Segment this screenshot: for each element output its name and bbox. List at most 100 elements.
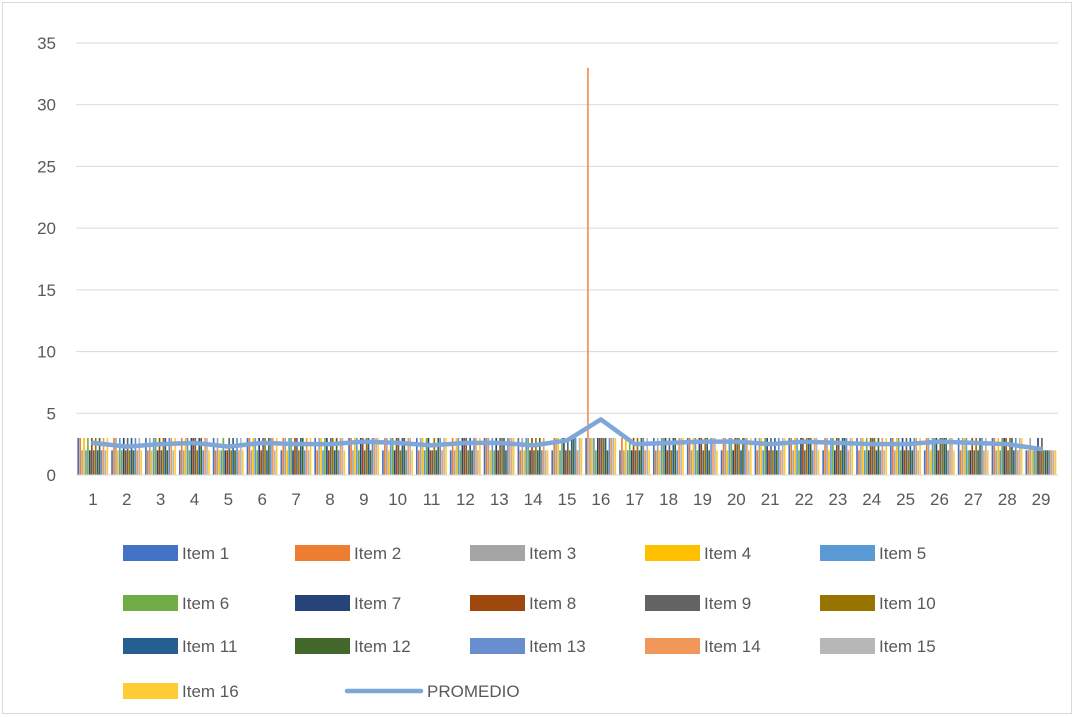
legend-swatch-item-13 [470,638,525,654]
bar-item-9-cat-18 [668,437,671,475]
bar-item-12-cat-15 [572,437,575,475]
bar-item-2-cat-16 [587,67,589,475]
bar-item-2-cat-23 [824,437,826,475]
bar-item-11-cat-29 [1044,450,1047,475]
bar-item-10-cat-9 [365,437,368,475]
bar-item-8-cat-18 [666,450,669,475]
bar-item-5-cat-24 [863,450,866,475]
bar-item-12-cat-10 [403,437,406,475]
legend-swatch-item-4 [645,545,700,561]
bar-item-6-cat-16 [595,450,597,475]
bar-item-16-cat-28 [1020,437,1023,475]
bar-item-15-cat-19 [714,437,716,475]
legend-label-item-14: Item 14 [704,637,761,656]
bar-item-9-cat-5 [228,437,231,475]
bar-item-3-cat-19 [690,450,693,475]
legend: Item 1 Item 2 Item 3 Item 4 Item 5 Item 6 Item… [123,544,936,701]
bar-item-6-cat-19 [696,450,699,475]
bar-item-11-cat-6 [266,450,268,475]
bar-item-15-cat-28 [1018,437,1021,475]
legend-swatch-item-3 [470,545,525,561]
bar-item-16-cat-25 [919,437,921,475]
x-tick-label: 14 [524,490,543,509]
bar-item-13-cat-2 [134,437,137,475]
bar-item-13-cat-24 [879,450,882,475]
bar-item-11-cat-11 [435,450,438,475]
bar-item-3-cat-24 [860,437,862,475]
bar-item-4-cat-29 [1031,450,1033,475]
bar-item-6-cat-9 [357,450,360,475]
bar-item-8-cat-17 [632,437,635,475]
x-tick-label: 8 [325,490,334,509]
bar-item-12-cat-21 [776,450,778,475]
bar-item-14-cat-5 [238,450,240,475]
bar-item-9-cat-27 [973,450,975,475]
bar-item-5-cat-26 [931,437,934,475]
bar-item-6-cat-29 [1035,450,1037,475]
bar-item-9-cat-4 [194,437,197,475]
bar-item-16-cat-8 [343,450,346,475]
x-tick-label: 18 [659,490,678,509]
bar-item-4-cat-26 [929,450,932,475]
legend-label-item-7: Item 7 [354,594,401,613]
bar-item-10-cat-26 [941,437,944,475]
bar-item-8-cat-19 [700,437,703,475]
bar-item-5-cat-2 [119,437,121,475]
bar-item-12-cat-1 [98,437,101,475]
bar-item-5-cat-19 [694,437,697,475]
bar-item-9-cat-6 [262,437,264,475]
bar-item-4-cat-25 [895,437,898,475]
y-tick-label: 20 [37,219,56,238]
bar-item-4-cat-24 [862,437,864,475]
bar-item-4-cat-3 [150,450,153,475]
bar-item-10-cat-27 [975,437,977,475]
bar-series [77,67,1057,475]
bar-item-2-cat-21 [756,450,759,475]
bar-item-10-cat-14 [535,437,537,475]
bar-item-12-cat-19 [708,450,710,475]
bar-item-14-cat-23 [847,450,850,475]
bar-item-13-cat-22 [811,450,814,475]
bar-item-5-cat-29 [1033,450,1035,475]
bar-item-14-cat-20 [746,437,748,475]
bar-item-7-cat-26 [935,437,938,475]
bar-item-1-cat-7 [280,450,283,475]
bar-item-8-cat-16 [598,437,601,475]
bar-item-3-cat-21 [758,437,761,475]
bar-item-6-cat-7 [290,437,292,475]
bar-item-2-cat-15 [553,437,556,475]
bar-item-6-cat-11 [425,437,428,475]
bar-item-5-cat-12 [457,437,460,475]
bar-item-6-cat-27 [967,450,970,475]
bar-item-13-cat-6 [270,437,272,475]
bar-item-9-cat-16 [600,437,603,475]
bar-item-1-cat-29 [1025,450,1028,475]
legend-label-item-10: Item 10 [879,594,936,613]
bar-item-6-cat-5 [222,437,225,475]
bar-item-8-cat-22 [802,437,804,475]
bar-item-14-cat-18 [678,437,680,475]
bar-item-4-cat-27 [963,437,966,475]
bar-item-6-cat-1 [87,437,89,475]
bar-item-15-cat-23 [849,437,852,475]
bar-item-11-cat-25 [909,437,912,475]
y-tick-label: 25 [37,157,56,176]
bar-item-7-cat-18 [664,437,667,475]
bar-item-9-cat-20 [736,437,738,475]
bar-item-3-cat-6 [250,450,253,475]
bar-item-12-cat-6 [268,437,270,475]
bar-item-2-cat-10 [384,437,386,475]
bar-item-13-cat-21 [777,437,780,475]
bar-item-9-cat-19 [702,450,705,475]
bar-item-2-cat-3 [147,450,149,475]
bar-item-5-cat-13 [491,437,494,475]
x-tick-label: 23 [828,490,847,509]
bar-item-13-cat-23 [845,437,848,475]
bar-item-9-cat-28 [1007,450,1009,475]
bar-item-14-cat-7 [305,437,308,475]
bar-item-11-cat-27 [977,450,979,475]
bar-item-10-cat-23 [839,450,842,475]
bar-item-10-cat-19 [704,437,707,475]
bar-item-7-cat-13 [495,437,498,475]
